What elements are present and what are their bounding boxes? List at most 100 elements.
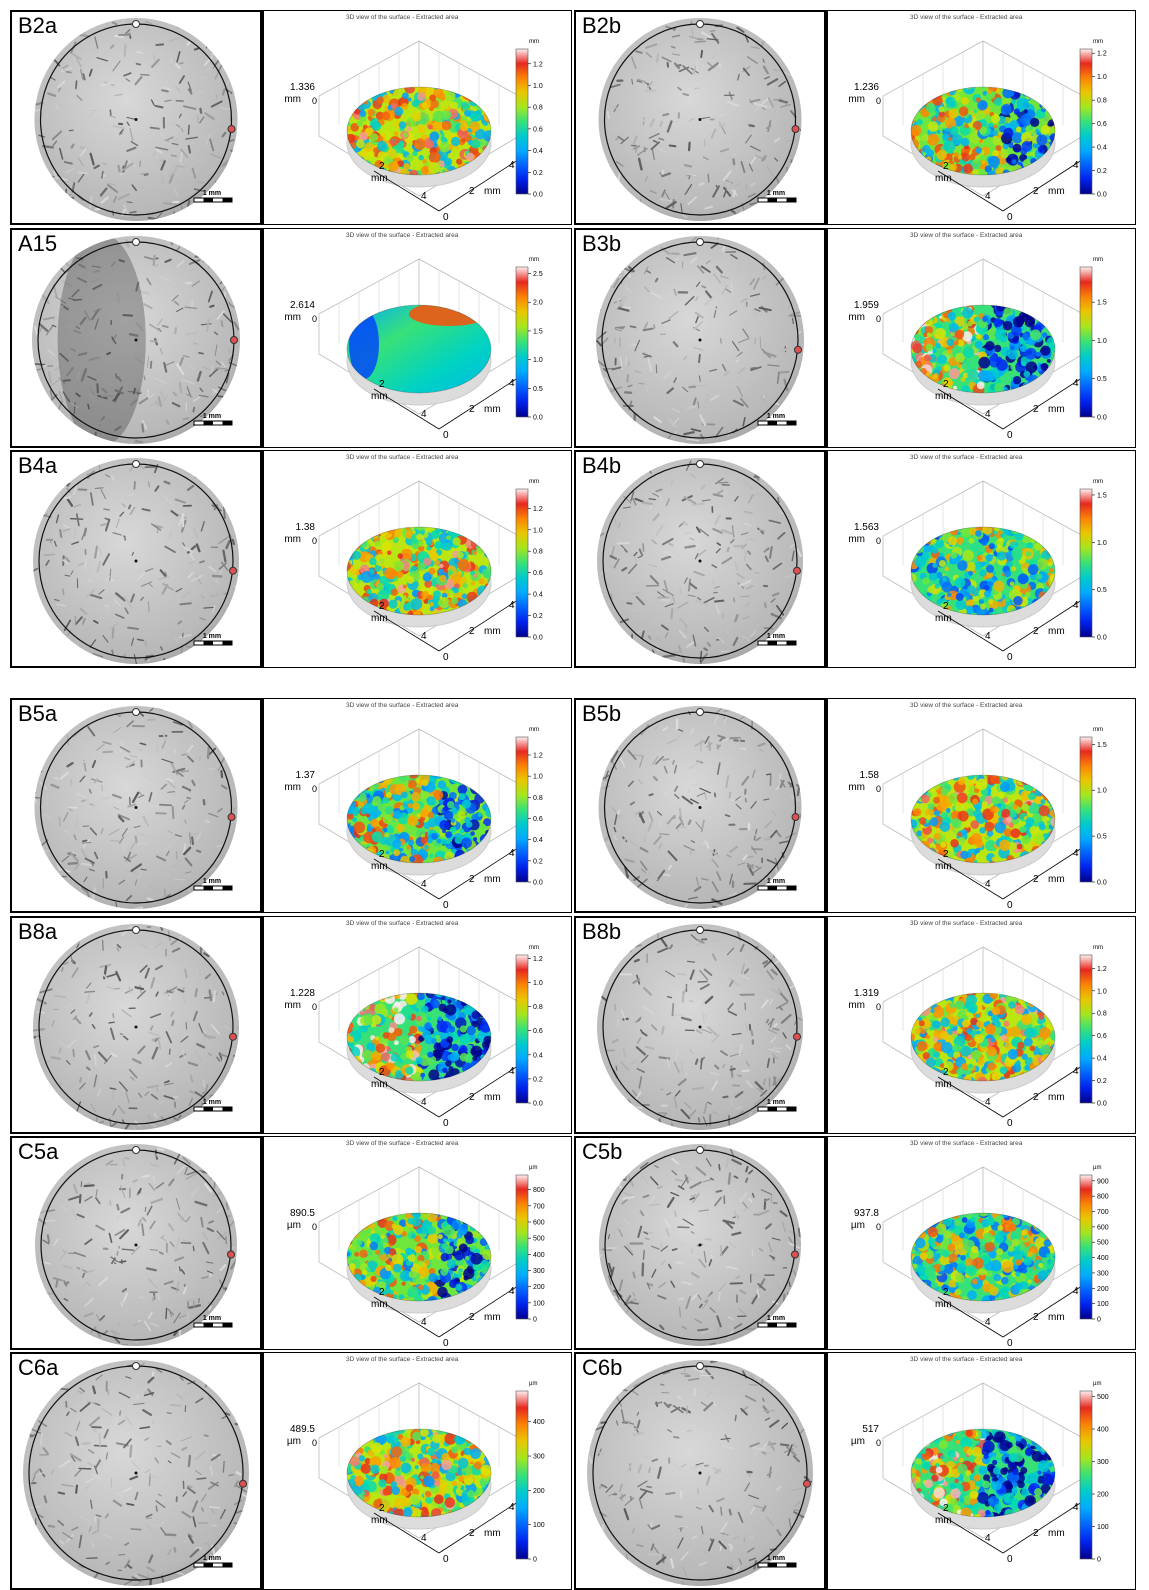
surface-3d-plot: 3D view of the surface - Extracted area 2… (284, 232, 543, 441)
color-scale-bar (515, 48, 529, 195)
axis-tick-label: mm (371, 613, 388, 624)
surface-texture (23, 1360, 249, 1586)
plot-title: 3D view of the surface - Extracted area (910, 702, 1023, 709)
axis-tick-label: mm (484, 626, 501, 637)
height-unit-label: mm (848, 1000, 865, 1011)
axis-tick-label: mm (484, 1528, 501, 1539)
plot-title: 3D view of the surface - Extracted area (346, 1140, 459, 1147)
max-height-label: 1.319 (854, 988, 879, 999)
color-scale-tick: 100 (533, 1300, 545, 1307)
color-scale-tick: 0 (1097, 1317, 1101, 1324)
axis-tick-label: 4 (1073, 1286, 1079, 1297)
sample-label: C5b (582, 1139, 623, 1164)
axis-tick-label: mm (1048, 874, 1065, 885)
sample-micrograph: 1 mm (34, 706, 238, 909)
height-unit-label: µm (851, 1436, 865, 1447)
axis-tick-label: 0 (443, 1118, 449, 1129)
axis-tick-label: 4 (509, 1502, 515, 1513)
sample-image-panel: 1 mm B8b (574, 916, 826, 1134)
surface-3d-plot-panel: 3D view of the surface - Extracted area 5… (826, 1352, 1136, 1590)
color-scale-tick: 700 (1097, 1209, 1109, 1216)
max-height-label: 1.228 (290, 988, 315, 999)
axis-tick-label: mm (371, 391, 388, 402)
color-scale-tick: 0 (533, 1557, 537, 1564)
surface-3d-plot: 3D view of the surface - Extracted area 4… (287, 1356, 545, 1565)
color-scale-tick: 1.0 (533, 83, 543, 90)
color-scale-tick: 0.4 (533, 148, 543, 155)
sample-image-panel: 1 mm C5b (574, 1136, 826, 1350)
color-scale-unit: mm (1093, 39, 1103, 45)
axis-tick-label: 2 (943, 379, 949, 390)
color-scale-unit: µm (1093, 1165, 1101, 1171)
height-unit-label: mm (284, 1000, 301, 1011)
sample-image-panel: 1 mm C6b (574, 1352, 826, 1590)
axis-tick-label: mm (484, 874, 501, 885)
color-scale-tick: 0.0 (533, 1101, 543, 1108)
color-scale-tick: 0.0 (1097, 415, 1107, 422)
axis-tick-label: mm (1048, 186, 1065, 197)
scale-bar (757, 640, 797, 646)
xy-axes (937, 1281, 1089, 1338)
surface-3d-plot: 3D view of the surface - Extracted area 1… (284, 14, 543, 223)
color-scale-tick: 300 (1097, 1459, 1109, 1466)
color-scale-tick: 200 (1097, 1286, 1109, 1293)
axis-tick-label: mm (935, 173, 952, 184)
axis-tick-label: 4 (421, 1097, 427, 1108)
sample-label: B2b (582, 13, 622, 38)
max-height-label: 1.563 (854, 522, 879, 533)
sample-micrograph: 1 mm (33, 458, 239, 664)
sample-label: B5b (582, 701, 622, 726)
axis-tick-label: 2 (379, 601, 385, 612)
scale-bar (193, 1562, 233, 1568)
sample-micrograph: 1 mm (23, 1360, 249, 1586)
color-scale-tick: 0.4 (533, 1052, 543, 1059)
height-unit-label: mm (848, 534, 865, 545)
color-scale-tick: 1.0 (533, 980, 543, 987)
axis-tick-label: mm (1048, 1092, 1065, 1103)
axis-tick-label: 2 (943, 161, 949, 172)
color-scale-tick: 0.8 (533, 105, 543, 112)
color-scale-bar (1079, 1174, 1093, 1320)
axis-tick-label: 2 (469, 874, 475, 885)
axis-tick-label: mm (371, 861, 388, 872)
z-axis-zero: 0 (312, 96, 317, 106)
z-axis-zero: 0 (312, 1222, 317, 1232)
axis-tick-label: 4 (1073, 160, 1079, 171)
axis-tick-label: 0 (1007, 1554, 1013, 1565)
axis-tick-label: 2 (469, 1312, 475, 1323)
max-height-label: 517 (862, 1424, 879, 1435)
axis-tick-label: 4 (985, 1097, 991, 1108)
sample-label: B8b (582, 919, 622, 944)
axis-tick-label: 2 (1033, 186, 1039, 197)
axis-tick-label: 2 (943, 1287, 949, 1298)
axis-tick-label: 2 (379, 1287, 385, 1298)
scale-bar (193, 197, 233, 203)
color-scale-tick: 0.0 (533, 415, 543, 422)
axis-tick-label: 4 (509, 600, 515, 611)
plot-title: 3D view of the surface - Extracted area (910, 1356, 1023, 1363)
max-height-label: 489.5 (290, 1424, 315, 1435)
scale-bar (757, 1106, 797, 1112)
color-scale-tick: 0 (1097, 1557, 1101, 1564)
color-scale-tick: 400 (1097, 1255, 1109, 1262)
color-scale-unit: mm (1093, 479, 1103, 485)
sample-micrograph: 1 mm (597, 458, 803, 664)
color-scale-tick: 0.5 (1097, 834, 1107, 841)
color-scale-tick: 800 (1097, 1194, 1109, 1201)
axis-tick-label: 4 (509, 1286, 515, 1297)
axis-tick-label: 0 (443, 652, 449, 663)
surface-3d-plot-panel: 3D view of the surface - Extracted area 1… (262, 10, 572, 225)
axis-tick-label: 0 (443, 212, 449, 223)
color-scale-bar (1079, 736, 1093, 883)
scale-bar (193, 640, 233, 646)
axis-tick-label: 4 (421, 409, 427, 420)
axis-tick-label: 2 (469, 1528, 475, 1539)
surface-3d-plot-panel: 3D view of the surface - Extracted area 1… (826, 698, 1136, 913)
color-scale-tick: 1.2 (1097, 966, 1107, 973)
scale-bar (757, 1322, 797, 1328)
plot-title: 3D view of the surface - Extracted area (346, 1356, 459, 1363)
scale-bar-label: 1 mm (767, 1555, 785, 1562)
sample-label: B4b (582, 453, 622, 478)
color-scale-tick: 0.0 (533, 880, 543, 887)
z-axis-zero: 0 (876, 536, 881, 546)
